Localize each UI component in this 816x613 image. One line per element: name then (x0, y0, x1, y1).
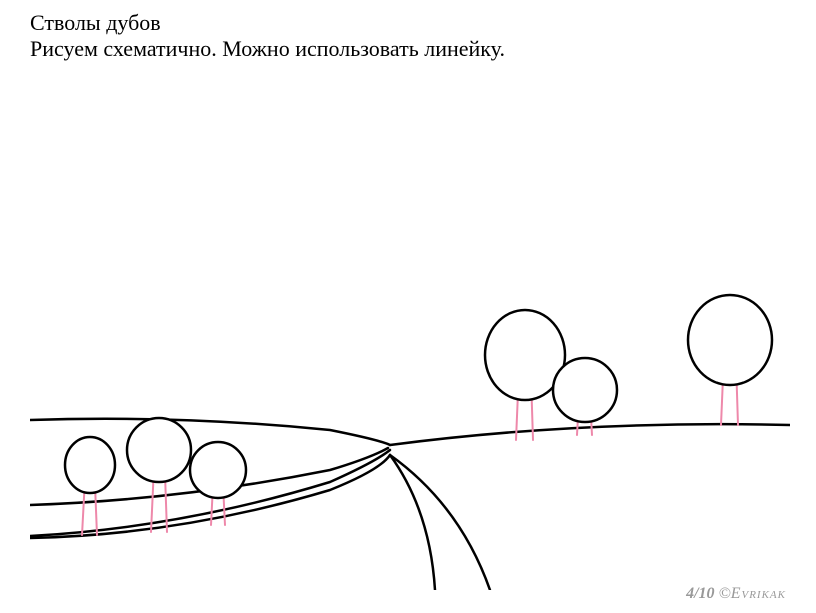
tree-crowns (65, 295, 772, 498)
page-subtitle: Рисуем схематично. Можно использовать ли… (30, 36, 786, 62)
footer: 4/10 ©Evrikak (686, 585, 786, 603)
copyright-symbol: © (719, 585, 731, 602)
step-counter: 4/10 (686, 585, 714, 602)
page-title: Стволы дубов (30, 10, 786, 36)
tutorial-illustration (30, 90, 790, 590)
header: Стволы дубов Рисуем схематично. Можно ис… (0, 0, 816, 72)
brand-name: Evrikak (731, 585, 786, 602)
